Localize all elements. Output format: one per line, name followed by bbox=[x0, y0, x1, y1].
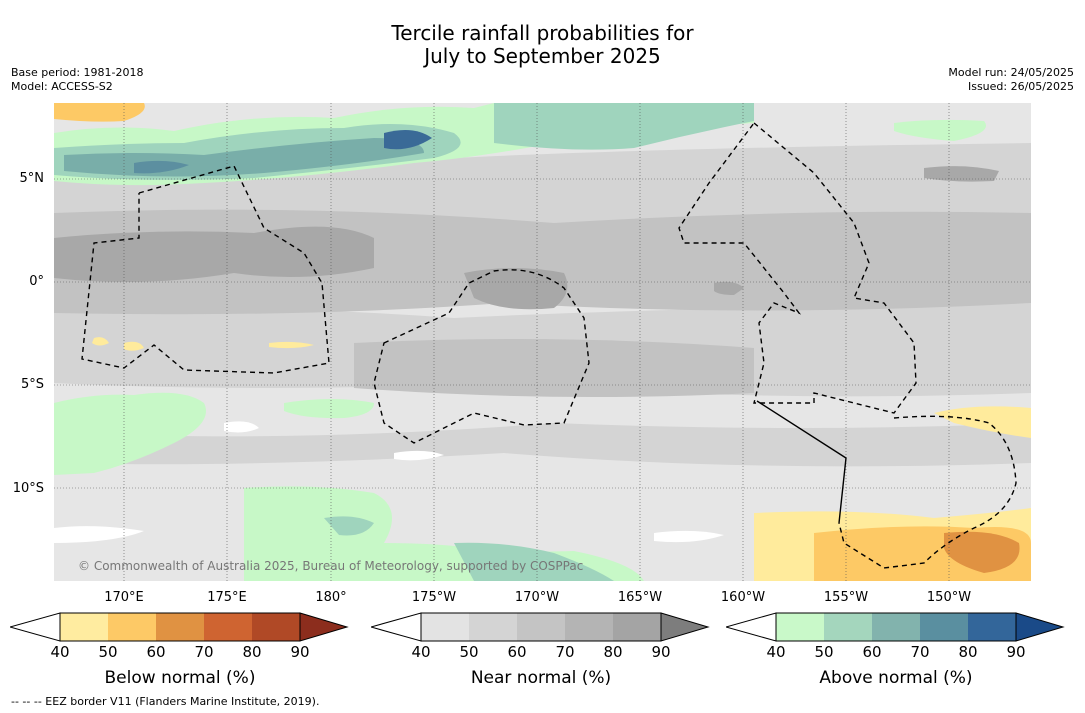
model-name: Model: ACCESS-S2 bbox=[11, 80, 113, 93]
above-cb-40 bbox=[776, 613, 824, 641]
below-cb-extend-high bbox=[299, 612, 349, 642]
near-normal-title: Near normal (%) bbox=[470, 668, 612, 688]
near-cb-60 bbox=[517, 613, 565, 641]
model-run: Model run: 24/05/2025 bbox=[948, 66, 1074, 79]
below-tick-50: 50 bbox=[98, 643, 118, 661]
near-cb-extend-low bbox=[371, 612, 422, 642]
near-cb-40 bbox=[421, 613, 469, 641]
title-line-2: July to September 2025 bbox=[424, 44, 661, 68]
lat-label-10s: 10°S bbox=[12, 481, 44, 496]
issued-date: Issued: 26/05/2025 bbox=[967, 80, 1074, 93]
lon-label-175e: 175°E bbox=[207, 590, 247, 605]
above-tick-50: 50 bbox=[814, 643, 834, 661]
near-cb-extend-high bbox=[660, 612, 710, 642]
probability-map bbox=[54, 103, 1031, 581]
above-cb-extend-high bbox=[1015, 612, 1065, 642]
meta-right: Model run: 24/05/2025 Issued: 26/05/2025 bbox=[948, 66, 1074, 94]
meta-left: Base period: 1981-2018 Model: ACCESS-S2 bbox=[11, 66, 143, 94]
lat-label-5s: 5°S bbox=[20, 377, 44, 392]
lon-label-180: 180° bbox=[315, 590, 347, 605]
below-normal-se bbox=[92, 337, 1031, 581]
lon-label-170w: 170°W bbox=[514, 590, 560, 605]
map-canvas bbox=[54, 103, 1031, 581]
title-line-1: Tercile rainfall probabilities for bbox=[391, 21, 694, 45]
below-normal-nw bbox=[54, 103, 145, 122]
lat-label-0: 0° bbox=[29, 274, 44, 289]
colorbar-above-normal bbox=[726, 612, 1065, 642]
above-cb-extend-low bbox=[726, 612, 777, 642]
below-cb-50 bbox=[108, 613, 156, 641]
below-cb-40 bbox=[60, 613, 108, 641]
above-cb-80 bbox=[968, 613, 1016, 641]
colorbar-below-normal bbox=[10, 612, 349, 642]
near-cb-50 bbox=[469, 613, 517, 641]
above-normal-north bbox=[54, 103, 986, 186]
near-tick-90: 90 bbox=[651, 643, 671, 661]
lon-label-155w: 155°W bbox=[823, 590, 869, 605]
eez-borders bbox=[81, 121, 1017, 569]
colorbar-near-normal bbox=[371, 612, 710, 642]
above-cb-60 bbox=[872, 613, 920, 641]
near-cb-80 bbox=[613, 613, 661, 641]
lon-label-165w: 165°W bbox=[617, 590, 663, 605]
copyright-notice: © Commonwealth of Australia 2025, Bureau… bbox=[78, 559, 584, 573]
above-cb-50 bbox=[824, 613, 872, 641]
above-normal-title: Above normal (%) bbox=[819, 668, 973, 688]
above-tick-70: 70 bbox=[910, 643, 930, 661]
below-tick-80: 80 bbox=[242, 643, 262, 661]
map-title: Tercile rainfall probabilities for July … bbox=[0, 22, 1085, 68]
below-tick-90: 90 bbox=[290, 643, 310, 661]
above-tick-80: 80 bbox=[958, 643, 978, 661]
near-cb-70 bbox=[565, 613, 613, 641]
base-period: Base period: 1981-2018 bbox=[11, 66, 144, 79]
below-cb-60 bbox=[156, 613, 204, 641]
below-cb-70 bbox=[204, 613, 252, 641]
below-normal-title: Below normal (%) bbox=[104, 668, 256, 688]
lon-label-170e: 170°E bbox=[104, 590, 144, 605]
below-cb-extend-low bbox=[10, 612, 61, 642]
near-normal-70-regions bbox=[54, 166, 999, 310]
below-40-patches bbox=[54, 421, 724, 543]
below-tick-40: 40 bbox=[50, 643, 70, 661]
eez-legend-note: -- -- -- EEZ border V11 (Flanders Marine… bbox=[11, 695, 320, 708]
near-tick-60: 60 bbox=[507, 643, 527, 661]
near-tick-40: 40 bbox=[411, 643, 431, 661]
below-tick-60: 60 bbox=[146, 643, 166, 661]
lat-label-5n: 5°N bbox=[19, 171, 45, 186]
eez-solid-border bbox=[756, 400, 847, 524]
above-tick-40: 40 bbox=[766, 643, 786, 661]
above-tick-60: 60 bbox=[862, 643, 882, 661]
above-cb-70 bbox=[920, 613, 968, 641]
near-tick-50: 50 bbox=[459, 643, 479, 661]
below-tick-70: 70 bbox=[194, 643, 214, 661]
above-tick-90: 90 bbox=[1006, 643, 1026, 661]
above-normal-south bbox=[54, 392, 644, 581]
near-tick-80: 80 bbox=[603, 643, 623, 661]
lon-label-175w: 175°W bbox=[411, 590, 457, 605]
graticule bbox=[54, 103, 1031, 581]
below-cb-80 bbox=[252, 613, 300, 641]
near-tick-70: 70 bbox=[555, 643, 575, 661]
lon-label-150w: 150°W bbox=[926, 590, 972, 605]
lon-label-160w: 160°W bbox=[720, 590, 766, 605]
